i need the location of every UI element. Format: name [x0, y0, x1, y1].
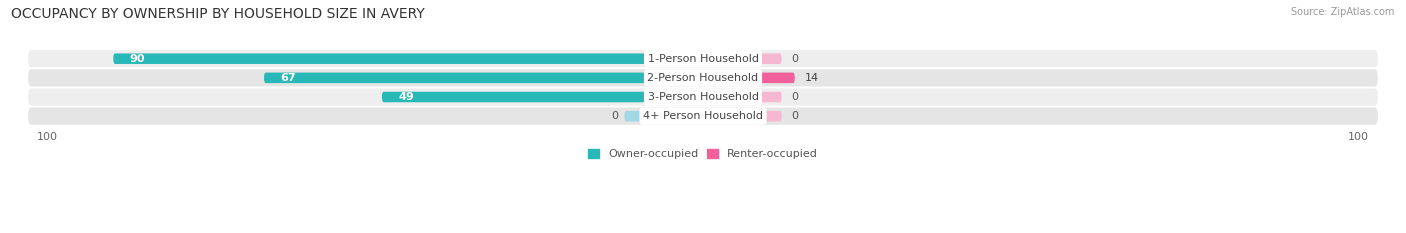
Text: 4+ Person Household: 4+ Person Household: [643, 111, 763, 121]
Text: 90: 90: [129, 54, 145, 64]
FancyBboxPatch shape: [703, 92, 782, 102]
Text: 49: 49: [398, 92, 413, 102]
Text: OCCUPANCY BY OWNERSHIP BY HOUSEHOLD SIZE IN AVERY: OCCUPANCY BY OWNERSHIP BY HOUSEHOLD SIZE…: [11, 7, 425, 21]
Text: 67: 67: [280, 73, 297, 83]
Text: 3-Person Household: 3-Person Household: [648, 92, 758, 102]
Text: 0: 0: [792, 92, 799, 102]
Legend: Owner-occupied, Renter-occupied: Owner-occupied, Renter-occupied: [588, 149, 818, 159]
FancyBboxPatch shape: [703, 53, 782, 64]
Text: 14: 14: [804, 73, 818, 83]
FancyBboxPatch shape: [28, 108, 1378, 125]
FancyBboxPatch shape: [703, 73, 794, 83]
FancyBboxPatch shape: [382, 92, 703, 102]
FancyBboxPatch shape: [264, 73, 703, 83]
Text: 0: 0: [792, 111, 799, 121]
FancyBboxPatch shape: [624, 111, 703, 121]
Text: 0: 0: [792, 54, 799, 64]
FancyBboxPatch shape: [703, 111, 782, 121]
Text: 2-Person Household: 2-Person Household: [647, 73, 759, 83]
Text: Source: ZipAtlas.com: Source: ZipAtlas.com: [1291, 7, 1395, 17]
Text: 0: 0: [610, 111, 617, 121]
Text: 1-Person Household: 1-Person Household: [648, 54, 758, 64]
FancyBboxPatch shape: [28, 69, 1378, 86]
FancyBboxPatch shape: [114, 53, 703, 64]
FancyBboxPatch shape: [28, 88, 1378, 106]
FancyBboxPatch shape: [28, 50, 1378, 67]
